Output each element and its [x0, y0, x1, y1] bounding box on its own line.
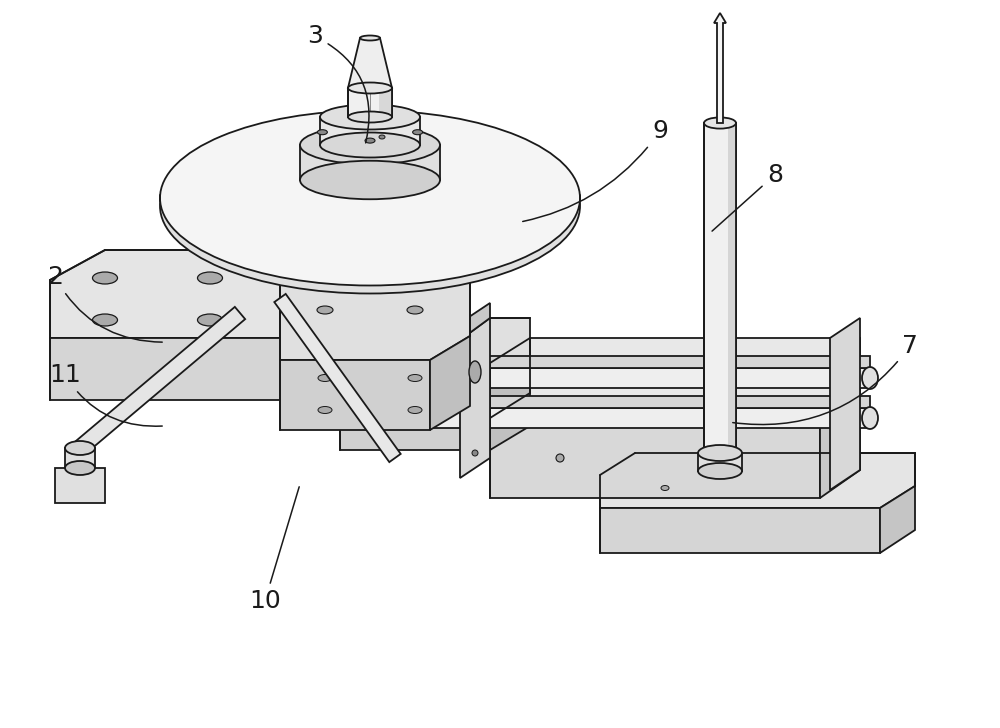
Ellipse shape [472, 450, 478, 456]
Polygon shape [300, 356, 870, 368]
Polygon shape [274, 294, 401, 462]
Ellipse shape [698, 463, 742, 479]
Polygon shape [50, 338, 310, 400]
Ellipse shape [65, 441, 95, 455]
Ellipse shape [198, 272, 222, 284]
Polygon shape [50, 250, 360, 338]
Ellipse shape [317, 259, 333, 267]
Ellipse shape [300, 161, 440, 199]
Ellipse shape [348, 111, 392, 122]
Ellipse shape [317, 306, 333, 314]
Ellipse shape [160, 119, 580, 293]
Polygon shape [75, 307, 245, 454]
Ellipse shape [862, 367, 878, 389]
Polygon shape [460, 303, 490, 340]
Polygon shape [340, 383, 490, 450]
Polygon shape [300, 368, 870, 388]
Ellipse shape [317, 130, 327, 135]
Ellipse shape [469, 361, 481, 383]
Text: 3: 3 [307, 25, 369, 143]
Ellipse shape [348, 82, 392, 93]
Ellipse shape [382, 404, 398, 412]
Ellipse shape [704, 117, 736, 129]
Polygon shape [490, 418, 820, 498]
Polygon shape [300, 145, 440, 180]
Text: 8: 8 [712, 163, 783, 231]
Ellipse shape [407, 306, 423, 314]
Polygon shape [490, 338, 860, 418]
Ellipse shape [556, 454, 564, 462]
Ellipse shape [198, 314, 222, 326]
Polygon shape [460, 318, 490, 478]
Ellipse shape [408, 374, 422, 381]
Ellipse shape [442, 404, 458, 412]
Polygon shape [698, 453, 742, 471]
Ellipse shape [292, 351, 308, 373]
Ellipse shape [92, 314, 118, 326]
Polygon shape [600, 453, 915, 508]
Ellipse shape [320, 132, 420, 157]
Polygon shape [830, 318, 860, 490]
Polygon shape [340, 318, 530, 383]
Ellipse shape [442, 354, 458, 362]
Ellipse shape [65, 461, 95, 475]
Text: 11: 11 [49, 363, 162, 426]
Polygon shape [320, 117, 420, 145]
Polygon shape [600, 508, 880, 553]
Ellipse shape [413, 130, 423, 135]
Text: 9: 9 [523, 119, 668, 221]
Ellipse shape [379, 135, 385, 139]
Polygon shape [379, 88, 392, 117]
Polygon shape [300, 408, 870, 428]
Ellipse shape [92, 272, 118, 284]
Ellipse shape [292, 401, 308, 423]
Ellipse shape [360, 36, 380, 41]
Ellipse shape [575, 366, 605, 380]
Polygon shape [714, 13, 726, 123]
Polygon shape [348, 88, 392, 117]
Polygon shape [280, 360, 430, 430]
Polygon shape [490, 360, 530, 450]
Ellipse shape [318, 406, 332, 414]
Polygon shape [280, 238, 470, 360]
Ellipse shape [408, 406, 422, 414]
Ellipse shape [320, 105, 420, 130]
Text: 7: 7 [733, 334, 918, 424]
Ellipse shape [382, 354, 398, 362]
Polygon shape [704, 123, 736, 453]
Polygon shape [348, 38, 392, 88]
Ellipse shape [661, 486, 669, 491]
Polygon shape [880, 486, 915, 553]
Ellipse shape [862, 407, 878, 429]
Ellipse shape [407, 259, 423, 267]
Polygon shape [310, 308, 360, 400]
Polygon shape [430, 336, 470, 430]
Ellipse shape [698, 445, 742, 461]
Ellipse shape [365, 138, 375, 143]
Ellipse shape [318, 374, 332, 381]
Polygon shape [55, 468, 105, 503]
Polygon shape [820, 338, 860, 498]
Polygon shape [728, 123, 736, 453]
Ellipse shape [300, 126, 440, 165]
Polygon shape [65, 448, 95, 468]
Polygon shape [300, 396, 870, 408]
Text: 10: 10 [249, 487, 299, 612]
Ellipse shape [160, 111, 580, 285]
Text: 2: 2 [47, 265, 162, 342]
